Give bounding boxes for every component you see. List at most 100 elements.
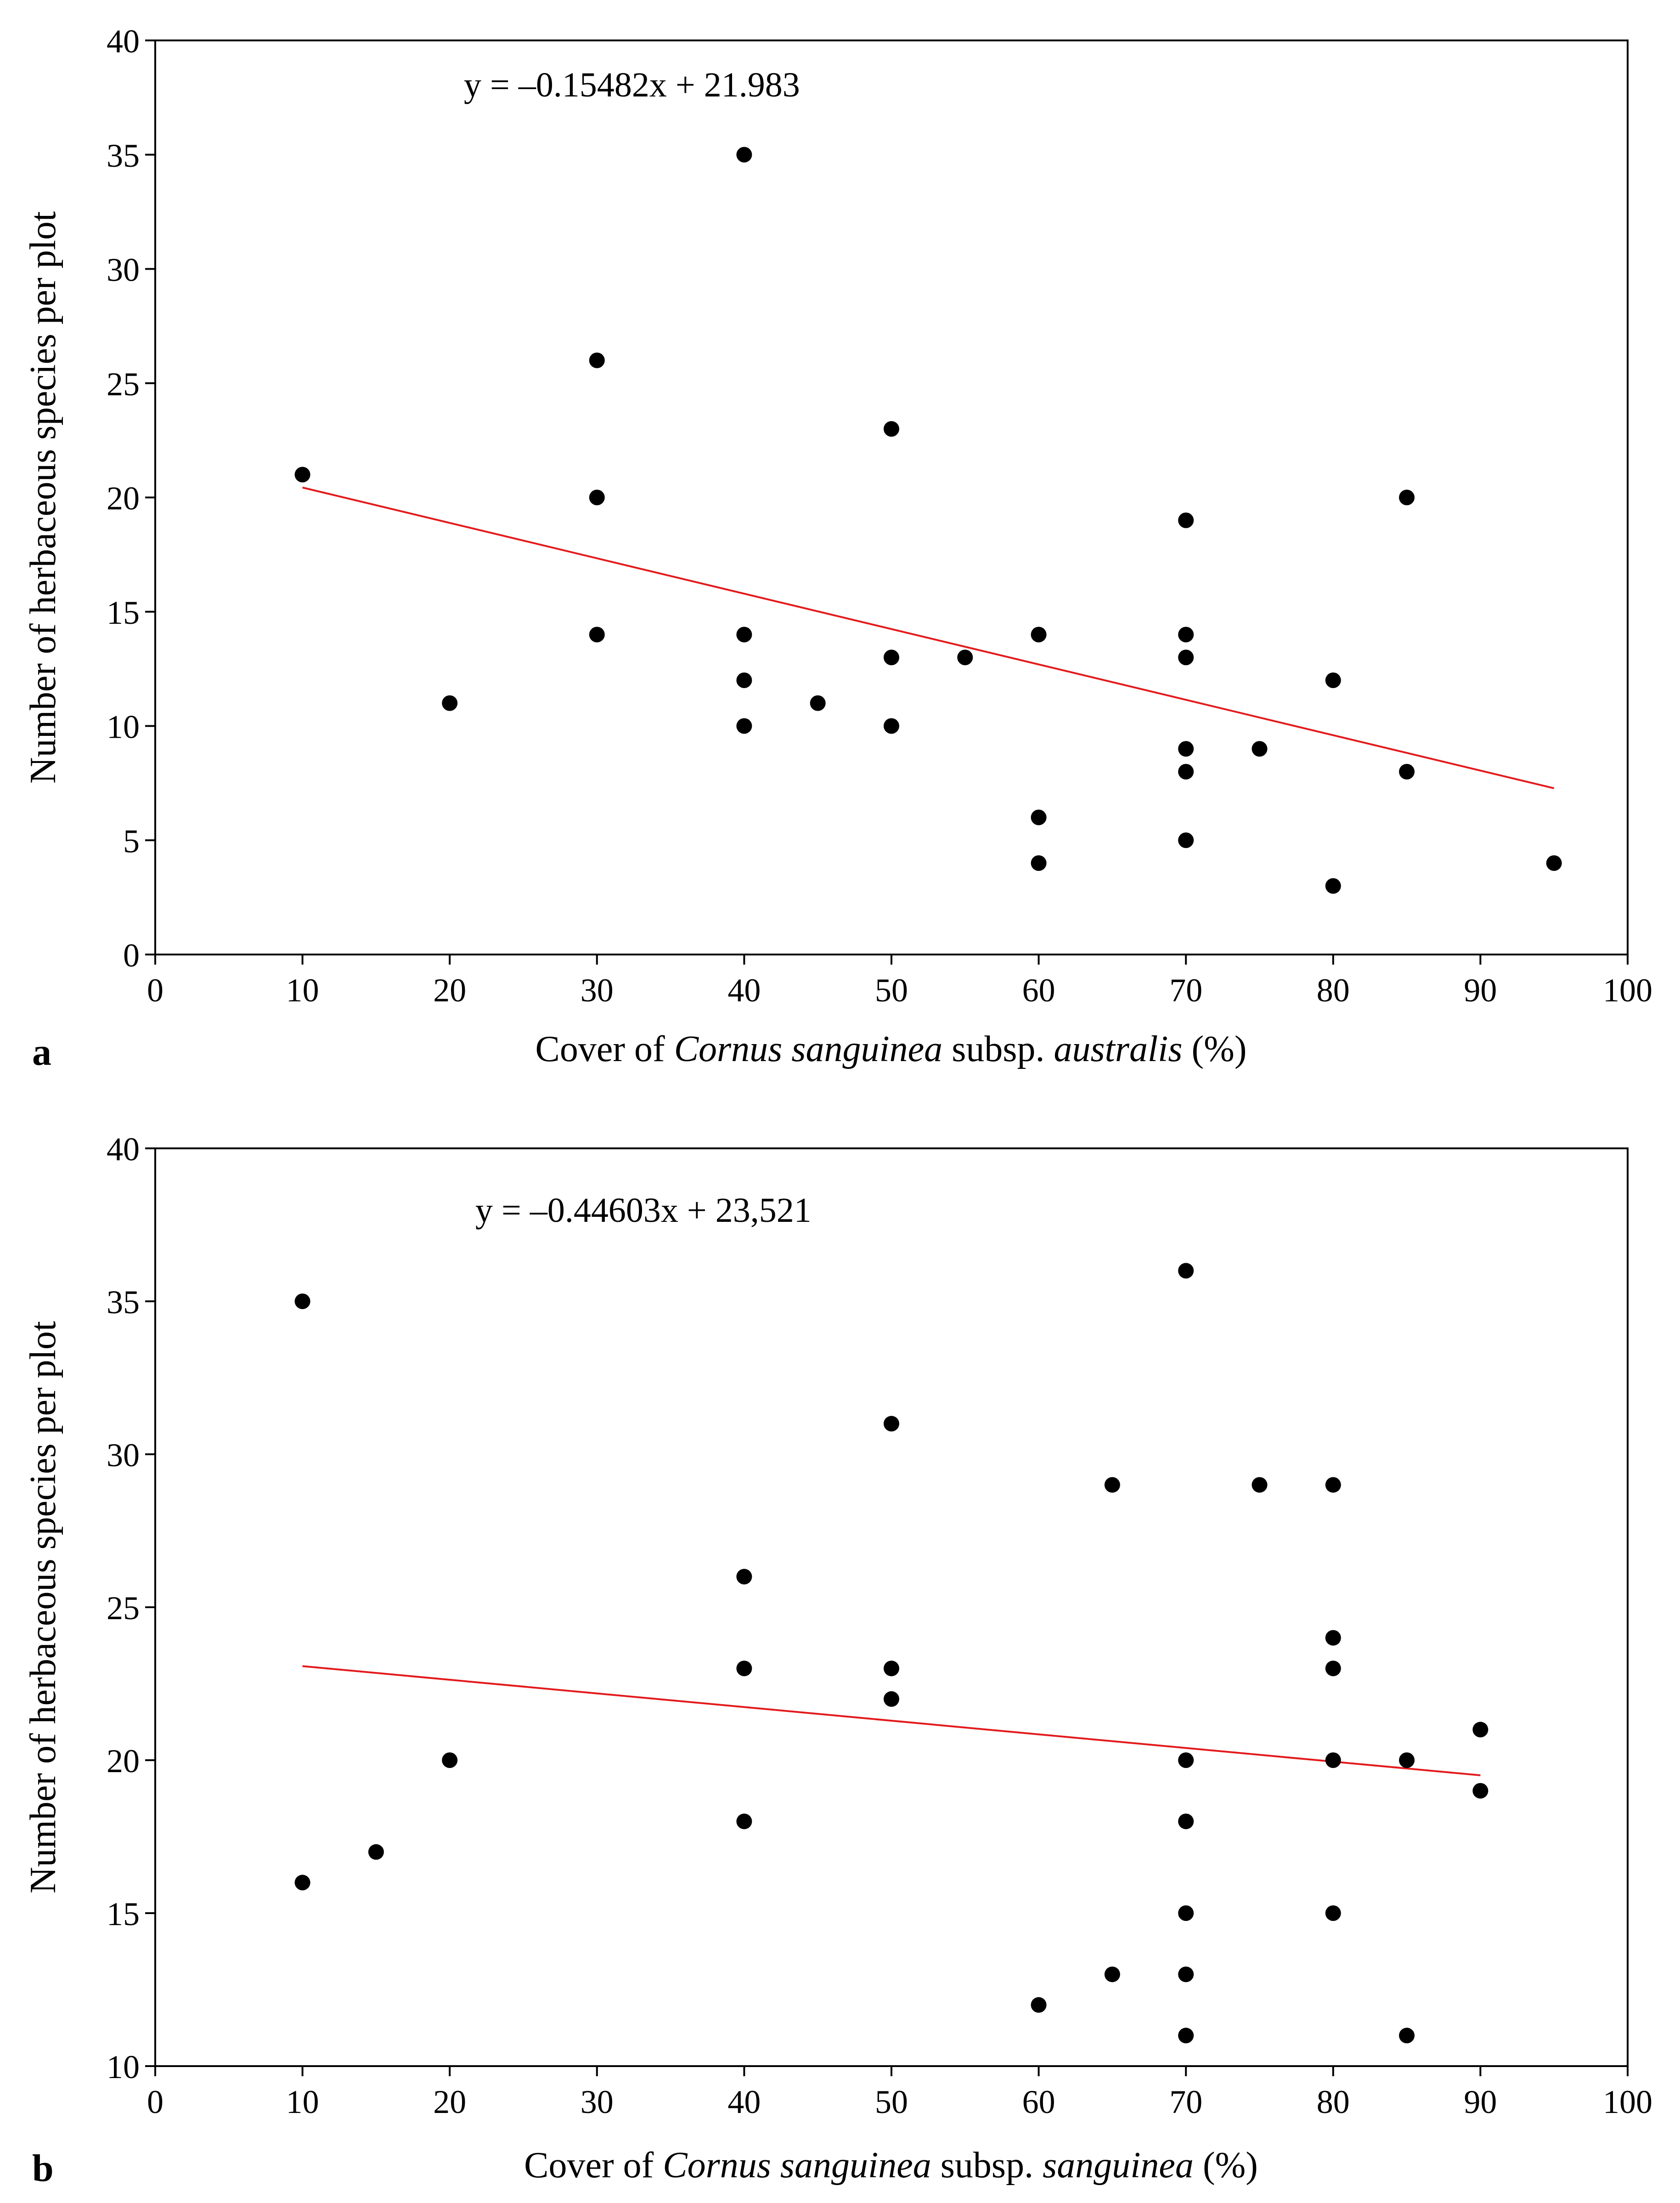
b-data-point xyxy=(1325,1630,1341,1646)
a-data-point xyxy=(736,627,752,643)
panel-b-x-axis-label: Cover of Cornus sanguinea subsp. sanguin… xyxy=(524,2145,1258,2186)
b-data-point xyxy=(1178,1966,1194,1983)
a-x-tick-label: 20 xyxy=(433,972,466,1009)
a-y-tick-label: 25 xyxy=(107,366,140,402)
a-y-tick-label: 40 xyxy=(107,23,140,60)
a-data-point xyxy=(1178,832,1194,848)
a-x-tick-label: 10 xyxy=(286,972,319,1009)
b-data-point xyxy=(736,1569,752,1585)
b-data-point xyxy=(1472,1783,1488,1799)
b-x-tick-label: 30 xyxy=(581,2084,614,2120)
panel-a-regression-line xyxy=(302,486,1555,790)
b-data-point xyxy=(294,1294,310,1309)
b-y-tick-label: 25 xyxy=(107,1590,140,1627)
b-data-point xyxy=(1472,1722,1488,1738)
b-y-tick-label: 40 xyxy=(107,1131,140,1168)
a-y-tick-label: 15 xyxy=(107,594,140,631)
a-data-point xyxy=(1399,490,1415,505)
a-data-point xyxy=(442,695,458,711)
a-data-point xyxy=(1178,627,1194,643)
b-data-point xyxy=(1178,1263,1194,1279)
a-x-tick-label: 70 xyxy=(1169,972,1202,1009)
b-x-tick-label: 50 xyxy=(875,2084,908,2120)
a-data-point xyxy=(1252,741,1268,757)
panel-a-y-axis-label: Number of herbaceous species per plot xyxy=(23,211,63,784)
panel-b-equation: y = –0.44603x + 23,521 xyxy=(475,1191,812,1230)
a-data-point xyxy=(1031,809,1047,825)
a-data-point xyxy=(1325,878,1341,894)
b-data-point xyxy=(1178,1752,1194,1768)
b-data-point xyxy=(1399,2028,1415,2044)
panel-b-ticks xyxy=(145,1147,1629,2076)
a-data-point xyxy=(1399,764,1415,780)
a-data-point xyxy=(1325,672,1341,688)
a-x-tick-label: 0 xyxy=(147,972,163,1009)
a-y-tick-label: 30 xyxy=(107,252,140,288)
panel-a-data-points xyxy=(294,147,1562,894)
b-data-point xyxy=(442,1752,458,1768)
a-data-point xyxy=(1178,741,1194,757)
b-data-point xyxy=(884,1661,899,1677)
a-data-point xyxy=(1178,512,1194,528)
b-data-point xyxy=(1104,1477,1120,1493)
b-x-tick-label: 10 xyxy=(286,2084,319,2120)
b-x-tick-label: 100 xyxy=(1603,2084,1652,2120)
b-x-tick-label: 70 xyxy=(1169,2084,1202,2120)
panel-a-chart: 0 10 20 30 40 50 60 70 80 90 100 0 5 10 15 20 25 30 35 40 y… xyxy=(23,23,1652,1073)
b-y-tick-label: 20 xyxy=(107,1743,140,1779)
b-data-point xyxy=(1325,1905,1341,1921)
b-x-tick-label: 80 xyxy=(1317,2084,1350,2120)
panel-b-plot-frame xyxy=(154,1147,1629,2067)
a-x-tick-label: 60 xyxy=(1022,972,1055,1009)
b-data-point xyxy=(1325,1752,1341,1768)
b-data-point xyxy=(884,1691,899,1707)
a-data-point xyxy=(884,650,899,666)
a-data-point xyxy=(589,627,605,643)
b-x-tick-label: 40 xyxy=(727,2084,761,2120)
panel-a-tick-labels: 0 10 20 30 40 50 60 70 80 90 100 0 5 10 15 20 25 30 35 40 xyxy=(107,23,1652,1009)
b-data-point xyxy=(1325,1477,1341,1493)
b-data-point xyxy=(294,1875,310,1891)
b-x-tick-label: 60 xyxy=(1022,2084,1055,2120)
a-x-tick-label: 50 xyxy=(875,972,908,1009)
a-y-tick-label: 20 xyxy=(107,480,140,517)
b-x-tick-label: 0 xyxy=(147,2084,163,2120)
b-y-tick-label: 30 xyxy=(107,1437,140,1474)
a-x-tick-label: 30 xyxy=(581,972,614,1009)
b-data-point xyxy=(736,1813,752,1830)
b-data-point xyxy=(1031,1997,1047,2013)
a-x-tick-label: 90 xyxy=(1464,972,1497,1009)
a-data-point xyxy=(1546,855,1562,871)
a-data-point xyxy=(736,718,752,734)
b-data-point xyxy=(1178,1905,1194,1921)
panel-b-letter: b xyxy=(32,2147,54,2190)
b-data-point xyxy=(1252,1477,1268,1493)
a-data-point xyxy=(736,672,752,688)
a-x-tick-label: 40 xyxy=(727,972,761,1009)
a-x-tick-label: 100 xyxy=(1603,972,1652,1009)
a-data-point xyxy=(1031,855,1047,871)
b-y-tick-label: 10 xyxy=(107,2049,140,2085)
b-data-point xyxy=(884,1416,899,1432)
b-data-point xyxy=(1178,2028,1194,2044)
b-data-point xyxy=(736,1661,752,1677)
b-y-tick-label: 15 xyxy=(107,1896,140,1932)
panel-a-equation: y = –0.15482x + 21.983 xyxy=(464,66,800,104)
a-x-tick-label: 80 xyxy=(1317,972,1350,1009)
b-data-point xyxy=(1399,1752,1415,1768)
panel-a-letter: a xyxy=(32,1031,51,1073)
b-data-point xyxy=(368,1844,384,1860)
a-data-point xyxy=(294,467,310,483)
b-data-point xyxy=(1178,1813,1194,1830)
panel-b-y-axis-label: Number of herbaceous species per plot xyxy=(23,1321,63,1893)
b-y-tick-label: 35 xyxy=(107,1284,140,1321)
b-data-point xyxy=(1104,1966,1120,1983)
panel-b-regression-line xyxy=(302,1665,1481,1776)
a-data-point xyxy=(957,650,973,666)
a-y-tick-label: 10 xyxy=(107,709,140,746)
panel-a-x-axis-label: Cover of Cornus sanguinea subsp. austral… xyxy=(536,1029,1247,1069)
a-data-point xyxy=(884,718,899,734)
